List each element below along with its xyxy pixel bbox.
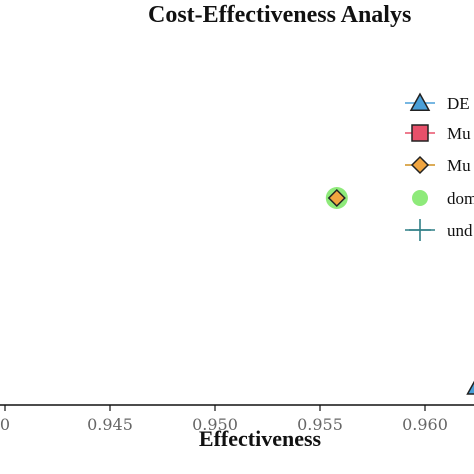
legend-label: dom [447, 189, 474, 208]
legend-item: Mu [405, 155, 471, 175]
data-point-diamond [327, 188, 346, 208]
x-axis-ticks: 0 0.945 0.950 0.955 0.960 [0, 405, 448, 434]
legend-label: und [447, 221, 473, 240]
chart-title: Cost-Effectiveness Analys [148, 2, 411, 28]
x-tick-label: 0.950 [192, 415, 238, 434]
data-points [325, 187, 474, 395]
legend-item: DE [405, 92, 470, 113]
x-tick-label: 0.945 [87, 415, 133, 434]
x-tick-label: 0 [0, 415, 10, 434]
legend-label: Mu [447, 156, 471, 175]
x-axis-label: Effectiveness [199, 426, 322, 451]
legend-marker-diamond [410, 155, 430, 175]
data-point-triangle [466, 380, 474, 395]
legend-item: dom [412, 189, 474, 208]
x-tick-label: 0.960 [402, 415, 448, 434]
legend: DE Mu Mu dom und [405, 92, 474, 241]
legend-label: Mu [447, 124, 471, 143]
legend-item: und [405, 219, 473, 241]
x-tick-label: 0.955 [297, 415, 343, 434]
legend-marker-square [411, 124, 429, 142]
legend-item: Mu [405, 124, 471, 143]
legend-label: DE [447, 94, 470, 113]
legend-marker-plus [409, 219, 431, 241]
legend-marker-triangle [409, 92, 431, 111]
legend-marker-circle [412, 190, 428, 206]
